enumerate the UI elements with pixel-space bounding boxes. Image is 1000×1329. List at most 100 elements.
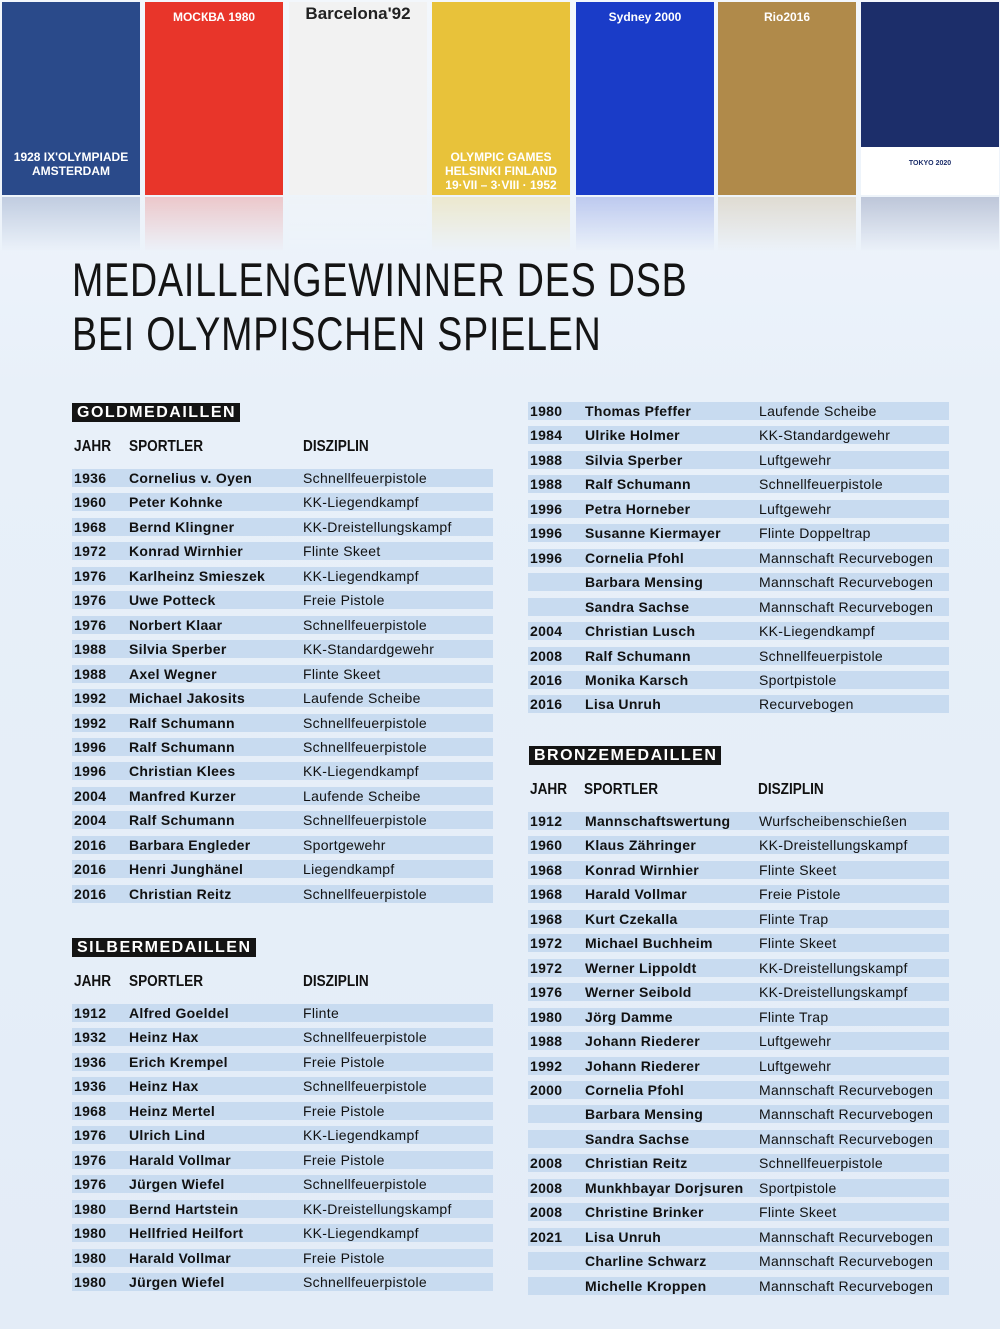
- cell-athlete: Christian Lusch: [585, 623, 696, 640]
- cell-year: 2008: [530, 1179, 563, 1196]
- poster-reflection: [432, 197, 570, 252]
- cell-year: 1968: [74, 1102, 107, 1119]
- cell-discipline: Schnellfeuerpistole: [759, 1155, 883, 1172]
- silver-cont-table-row: 1984 Ulrike Holmer KK-Standardgewehr: [528, 426, 949, 445]
- silver-table-row: 1976 Ulrich Lind KK-Liegendkampf: [72, 1126, 493, 1145]
- silver-table-row: 1968 Heinz Mertel Freie Pistole: [72, 1101, 493, 1120]
- cell-athlete: Bernd Hartstein: [129, 1200, 239, 1217]
- cell-athlete: Norbert Klaar: [129, 616, 223, 633]
- cell-athlete: Silvia Sperber: [129, 641, 227, 658]
- gold-table-row: 1972 Konrad Wirnhier Flinte Skeet: [72, 542, 493, 561]
- silver-cont-table-row: 1996 Cornelia Pfohl Mannschaft Recurveboge…: [528, 548, 949, 567]
- gold-table-row: 1976 Karlheinz Smieszek KK-Liegendkampf: [72, 566, 493, 585]
- cell-athlete: Ralf Schumann: [129, 812, 235, 829]
- silver-cont-table-row: 2004 Christian Lusch KK-Liegendkampf: [528, 622, 949, 641]
- cell-discipline: Mannschaft Recurvebogen: [759, 549, 934, 566]
- gold-col-athlete: SPORTLER: [129, 438, 204, 455]
- bronze-table-row: 1960 Klaus Zähringer KK-Dreistellungskampf: [528, 836, 949, 855]
- cell-year: 1980: [530, 1008, 563, 1025]
- cell-athlete: Konrad Wirnhier: [129, 543, 244, 560]
- cell-discipline: Laufende Scheibe: [303, 787, 421, 804]
- poster-2: Barcelona'92: [289, 2, 427, 195]
- cell-athlete: Christian Reitz: [585, 1155, 688, 1172]
- cell-discipline: Schnellfeuerpistole: [759, 476, 883, 493]
- cell-discipline: Luftgewehr: [759, 1033, 832, 1050]
- cell-discipline: KK-Dreistellungskampf: [303, 518, 452, 535]
- cell-discipline: KK-Liegendkampf: [303, 763, 419, 780]
- gold-table-row: 1988 Silvia Sperber KK-Standardgewehr: [72, 640, 493, 659]
- cell-year: 1996: [530, 549, 563, 566]
- cell-athlete: Lisa Unruh: [585, 696, 662, 713]
- gold-col-year: JAHR: [74, 438, 112, 455]
- cell-year: 1936: [74, 470, 107, 486]
- cell-discipline: KK-Liegendkampf: [303, 494, 419, 511]
- cell-discipline: Freie Pistole: [759, 886, 841, 903]
- cell-athlete: Henri Junghänel: [129, 861, 244, 878]
- cell-discipline: KK-Liegendkampf: [303, 1225, 419, 1242]
- cell-athlete: Jürgen Wiefel: [129, 1176, 225, 1193]
- gold-table-row: 1968 Bernd Klingner KK-Dreistellungskampf: [72, 517, 493, 536]
- bronze-table-row: 1992 Johann Riederer Luftgewehr: [528, 1056, 949, 1075]
- poster-text: 1928 IX'OLYMPIADE AMSTERDAM: [13, 150, 129, 178]
- cell-discipline: KK-Dreistellungskampf: [303, 1200, 452, 1217]
- bronze-table-row: 2000 Cornelia Pfohl Mannschaft Recurveboge…: [528, 1080, 949, 1099]
- bronze-table-row: 2021 Lisa Unruh Mannschaft Recurvebogen: [528, 1227, 949, 1246]
- cell-year: 1988: [530, 1033, 563, 1050]
- cell-athlete: Silvia Sperber: [585, 451, 683, 468]
- cell-year: 1996: [530, 525, 563, 542]
- cell-athlete: Erich Krempel: [129, 1053, 228, 1070]
- gold-table-row: 1992 Ralf Schumann Schnellfeuerpistole: [72, 713, 493, 732]
- cell-discipline: Laufende Scheibe: [303, 690, 421, 707]
- gold-table-row: 2016 Barbara Engleder Sportgewehr: [72, 835, 493, 854]
- cell-discipline: Schnellfeuerpistole: [303, 1273, 427, 1290]
- cell-discipline: KK-Liegendkampf: [303, 567, 419, 584]
- cell-athlete: Christian Reitz: [129, 885, 232, 902]
- cell-year: 1912: [530, 813, 563, 829]
- cell-athlete: Werner Seibold: [585, 984, 692, 1001]
- cell-discipline: Wurfscheibenschießen: [759, 813, 908, 829]
- cell-athlete: Hellfried Heilfort: [129, 1225, 244, 1242]
- cell-discipline: Mannschaft Recurvebogen: [759, 1106, 934, 1123]
- silver-col-athlete: SPORTLER: [129, 973, 204, 990]
- cell-athlete: Johann Riederer: [585, 1033, 700, 1050]
- cell-year: 1996: [530, 500, 563, 517]
- cell-year: 2008: [530, 1155, 563, 1172]
- poster-5: Rio2016: [718, 2, 856, 195]
- silver-cont-table-row: 2016 Monika Karsch Sportpistole: [528, 670, 949, 689]
- silver-cont-table-row: 2008 Ralf Schumann Schnellfeuerpistole: [528, 646, 949, 665]
- cell-athlete: Manfred Kurzer: [129, 787, 236, 804]
- cell-discipline: Flinte Trap: [759, 1008, 829, 1025]
- poster-text: OLYMPIC GAMES HELSINKI FINLAND 19·VII – …: [445, 150, 557, 192]
- cell-year: 1968: [530, 861, 563, 878]
- cell-year: 2008: [530, 1204, 563, 1221]
- cell-year: 1984: [530, 427, 563, 444]
- cell-athlete: Susanne Kiermayer: [585, 525, 721, 542]
- cell-discipline: KK-Liegendkampf: [759, 623, 875, 640]
- bronze-col-discipline: DISZIPLIN: [758, 781, 824, 798]
- cell-discipline: Mannschaft Recurvebogen: [759, 1228, 934, 1245]
- cell-year: 1972: [530, 935, 563, 952]
- gold-table-row: 1992 Michael Jakosits Laufende Scheibe: [72, 689, 493, 708]
- cell-year: 1936: [74, 1078, 107, 1095]
- cell-discipline: Flinte: [303, 1005, 340, 1021]
- silver-col-discipline: DISZIPLIN: [303, 973, 369, 990]
- cell-athlete: Christian Klees: [129, 763, 236, 780]
- cell-athlete: Ulrike Holmer: [585, 427, 680, 444]
- cell-athlete: Barbara Mensing: [585, 574, 704, 591]
- silver-table-row: 1976 Jürgen Wiefel Schnellfeuerpistole: [72, 1175, 493, 1194]
- cell-athlete: Heinz Hax: [129, 1078, 199, 1095]
- cell-discipline: Schnellfeuerpistole: [303, 1029, 427, 1046]
- cell-discipline: Mannschaft Recurvebogen: [759, 1081, 934, 1098]
- cell-athlete: Harald Vollmar: [129, 1249, 231, 1266]
- cell-discipline: Luftgewehr: [759, 500, 832, 517]
- cell-discipline: Schnellfeuerpistole: [303, 885, 427, 902]
- cell-athlete: Charline Schwarz: [585, 1253, 707, 1270]
- cell-discipline: Schnellfeuerpistole: [303, 616, 427, 633]
- bronze-table-row: 1972 Michael Buchheim Flinte Skeet: [528, 934, 949, 953]
- silver-section-label: SILBERMEDAILLEN: [72, 938, 256, 957]
- gold-table-row: 1988 Axel Wegner Flinte Skeet: [72, 664, 493, 683]
- cell-year: 2000: [530, 1081, 563, 1098]
- cell-discipline: Liegendkampf: [303, 861, 395, 878]
- gold-table-row: 1996 Christian Klees KK-Liegendkampf: [72, 762, 493, 781]
- cell-discipline: Flinte Skeet: [303, 665, 381, 682]
